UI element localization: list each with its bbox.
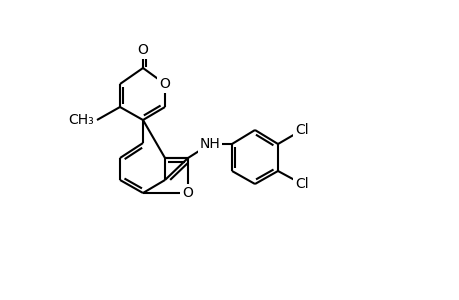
Text: Cl: Cl <box>295 123 308 137</box>
Text: O: O <box>137 43 148 57</box>
Text: NH: NH <box>199 137 220 151</box>
Text: Cl: Cl <box>295 177 308 191</box>
Text: CH₃: CH₃ <box>68 113 94 127</box>
Text: O: O <box>159 77 170 91</box>
Text: O: O <box>182 186 193 200</box>
